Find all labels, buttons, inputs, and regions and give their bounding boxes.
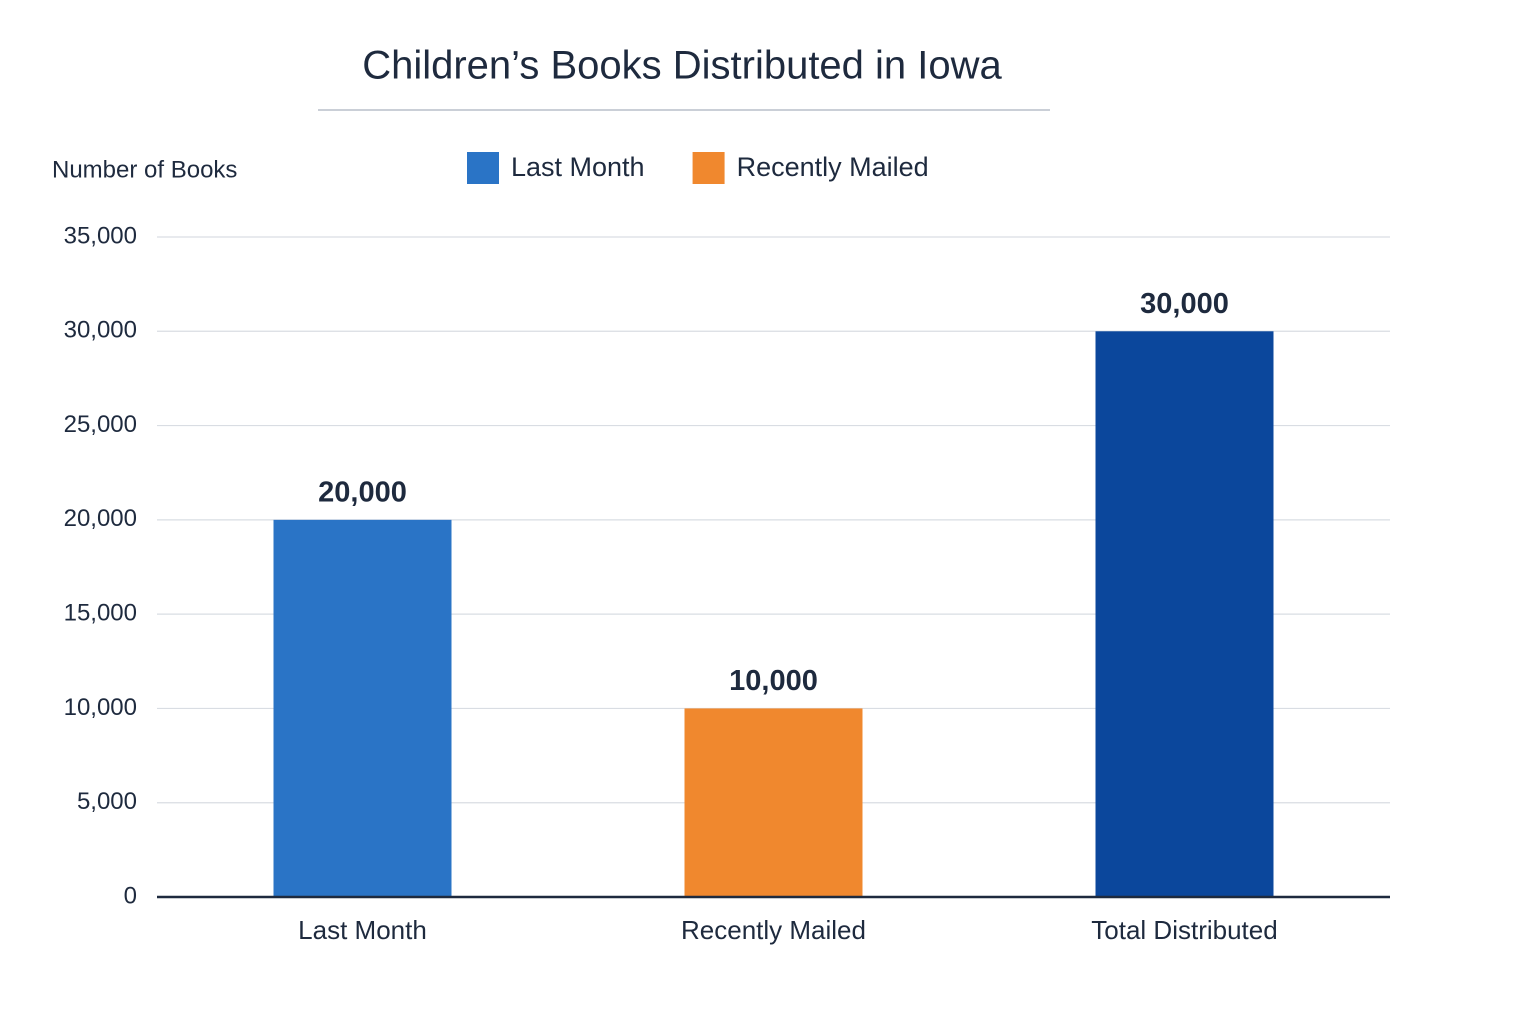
y-tick-label: 5,000 bbox=[77, 788, 137, 815]
y-tick-label: 0 bbox=[124, 882, 137, 909]
chart-title: Children’s Books Distributed in Iowa bbox=[362, 44, 1002, 88]
y-axis-label: Number of Books bbox=[52, 156, 237, 183]
value-label: 30,000 bbox=[1140, 288, 1229, 320]
legend-label: Last Month bbox=[511, 152, 645, 182]
value-label: 10,000 bbox=[729, 665, 818, 697]
x-tick-label: Last Month bbox=[298, 915, 427, 945]
y-tick-label: 20,000 bbox=[64, 505, 137, 532]
legend-swatch bbox=[692, 152, 725, 184]
y-tick-label: 15,000 bbox=[64, 599, 137, 626]
y-tick-label: 10,000 bbox=[64, 694, 137, 721]
y-tick-label: 35,000 bbox=[64, 222, 137, 249]
legend-label: Recently Mailed bbox=[737, 152, 929, 182]
y-tick-label: 30,000 bbox=[64, 317, 137, 344]
x-tick-label: Recently Mailed bbox=[681, 915, 866, 945]
legend-swatch bbox=[467, 152, 499, 184]
bar bbox=[1095, 331, 1274, 897]
x-tick-label: Total Distributed bbox=[1091, 915, 1277, 945]
bar bbox=[684, 708, 863, 897]
y-tick-label: 25,000 bbox=[64, 411, 137, 438]
value-label: 20,000 bbox=[318, 477, 407, 509]
bar bbox=[273, 519, 452, 897]
